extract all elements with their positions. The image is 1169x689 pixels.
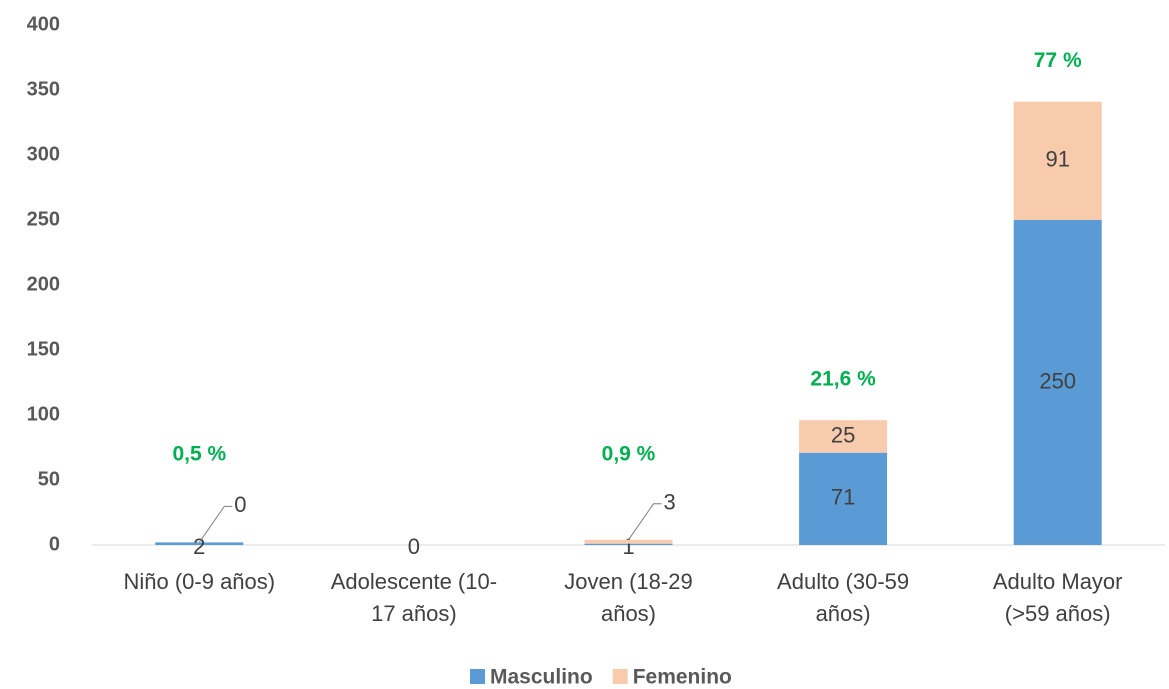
- bar-segment: [584, 543, 673, 545]
- data-label: 1: [622, 534, 634, 559]
- data-label: 25: [831, 422, 855, 447]
- y-tick-label: 250: [27, 208, 60, 230]
- data-label: 2: [193, 534, 205, 559]
- bar-segment: [1013, 101, 1102, 220]
- x-tick-label: Joven (18-29 años): [564, 569, 692, 626]
- bar-segment: [155, 542, 244, 545]
- y-tick-label: 100: [27, 403, 60, 425]
- y-tick-label: 200: [27, 273, 60, 295]
- data-label: 0: [234, 492, 246, 517]
- leader-line: [198, 505, 233, 543]
- y-tick-label: 150: [27, 338, 60, 360]
- legend-swatch: [470, 669, 485, 684]
- y-tick-label: 350: [27, 78, 60, 100]
- data-label: 0: [408, 534, 420, 559]
- y-tick-label: 400: [27, 13, 60, 35]
- leader-line: [628, 503, 662, 541]
- x-tick-label: Adulto Mayor (>59 años): [993, 569, 1123, 626]
- x-tick-label: Niño (0-9 años): [123, 569, 275, 594]
- data-label: 3: [664, 490, 676, 515]
- data-label: 250: [1039, 368, 1076, 393]
- data-label: 71: [831, 485, 855, 510]
- legend-label: Femenino: [633, 666, 732, 689]
- legend-label: Masculino: [490, 666, 593, 689]
- bar-segment: [799, 452, 888, 545]
- x-tick-label: Adolescente (10-17 años): [331, 569, 497, 626]
- y-tick-label: 300: [27, 143, 60, 165]
- percent-label: 0,9 %: [602, 443, 656, 466]
- percent-label: 0,5 %: [172, 443, 226, 466]
- percent-label: 21,6 %: [810, 368, 876, 391]
- legend-swatch: [612, 669, 628, 684]
- percent-label: 77 %: [1034, 49, 1082, 72]
- x-tick-label: Adulto (30-59 años): [777, 569, 909, 626]
- bar-segment: [1013, 220, 1102, 545]
- bar-segment: [584, 539, 673, 544]
- data-label: 91: [1045, 147, 1069, 172]
- y-tick-label: 0: [49, 533, 60, 555]
- bar-segment: [799, 420, 888, 453]
- y-tick-label: 50: [38, 468, 60, 490]
